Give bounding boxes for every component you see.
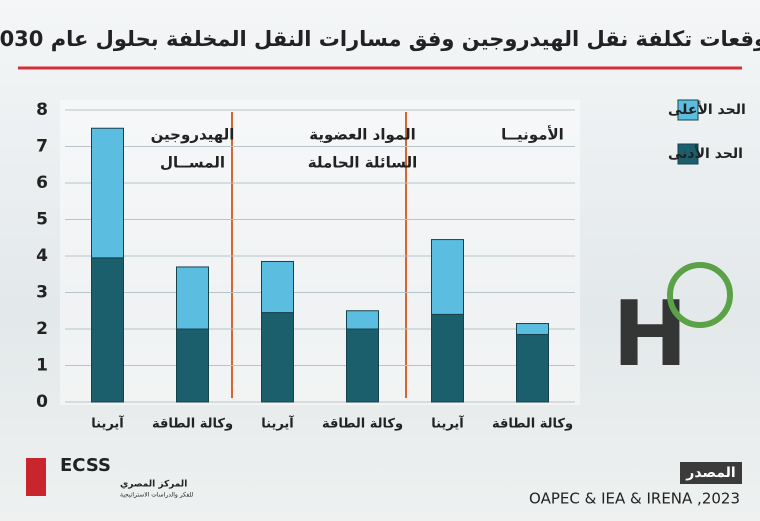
y-tick-label: 4 xyxy=(36,246,48,266)
y-tick-label: 2 xyxy=(36,319,48,339)
h2-icon: H xyxy=(612,262,733,387)
x-tick-label: آيرينا xyxy=(431,415,464,432)
bar-segment xyxy=(176,266,209,330)
bar-segment xyxy=(91,257,124,403)
y-tick-label: 5 xyxy=(36,210,48,230)
h2-ring xyxy=(667,262,733,328)
bar-segment xyxy=(261,260,294,314)
group-label: المواد العضوية xyxy=(309,126,415,144)
x-tick-label: وكالة الطاقة xyxy=(152,417,233,432)
source-badge xyxy=(680,462,742,484)
source-text: OAPEC & IEA & IRENA ,2023 xyxy=(529,490,740,508)
bar-segment xyxy=(176,328,209,403)
bar-segment xyxy=(346,328,379,403)
logo-mark xyxy=(26,458,46,496)
chart-title: توقعات تكلفة نقل الهيدروجين وفق مسارات ا… xyxy=(0,27,760,51)
y-tick-label: 1 xyxy=(36,356,48,376)
bar-segment xyxy=(261,312,294,403)
legend-label: الحد الأدنى xyxy=(668,145,743,162)
source-label: المصدر xyxy=(685,465,735,481)
logo-line2: للفكر والدراسات الاستراتيجية xyxy=(120,492,193,499)
bar-segment xyxy=(346,310,379,330)
bar-segment xyxy=(516,323,549,335)
legend-swatch xyxy=(677,99,699,121)
logo-line1: المركز المصري xyxy=(120,480,187,490)
y-tick-label: 7 xyxy=(36,137,48,157)
x-tick-label: آيرينا xyxy=(261,415,294,432)
bar-segment xyxy=(431,313,464,403)
y-tick-label: 8 xyxy=(36,100,48,120)
x-tick-label: وكالة الطاقة xyxy=(322,417,403,432)
bar-segment xyxy=(91,127,124,259)
bar-segment xyxy=(431,239,464,315)
group-label: السائلة الحاملة xyxy=(308,154,417,172)
bar-segment xyxy=(516,333,549,403)
group-label: الأمونيــا xyxy=(501,126,564,144)
plot-area xyxy=(60,100,580,405)
group-label: المســال xyxy=(160,154,225,172)
y-tick-label: 6 xyxy=(36,173,48,193)
group-label: الهيدروجين xyxy=(151,126,235,144)
legend-label: الحد الأعلى xyxy=(668,101,746,118)
y-tick-label: 3 xyxy=(36,283,48,303)
x-tick-label: آيرينا xyxy=(91,415,124,432)
x-tick-label: وكالة الطاقة xyxy=(492,417,573,432)
h2-symbol: H xyxy=(612,282,687,387)
logo-name: ECSS xyxy=(60,455,111,476)
y-tick-label: 0 xyxy=(36,392,48,412)
legend-swatch xyxy=(677,143,699,165)
